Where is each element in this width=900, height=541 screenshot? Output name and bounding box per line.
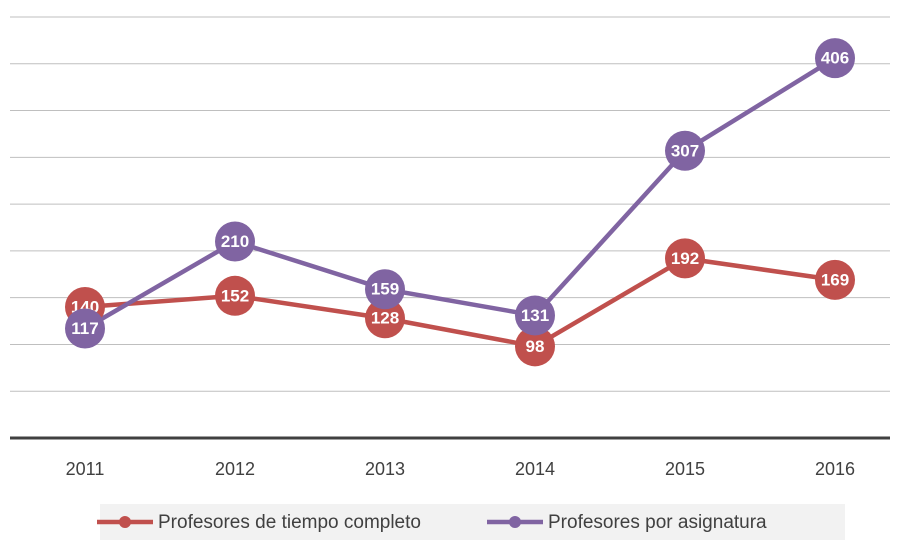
data-label: 406 <box>821 49 849 68</box>
x-tick-label: 2015 <box>665 459 705 479</box>
data-label: 152 <box>221 286 249 305</box>
data-label: 131 <box>521 306 549 325</box>
data-label: 117 <box>71 319 98 338</box>
marker <box>215 221 255 262</box>
data-label: 159 <box>371 280 399 299</box>
x-tick-label: 2013 <box>365 459 405 479</box>
legend-swatch <box>509 516 521 528</box>
legend-swatch <box>119 516 131 528</box>
x-tick-label: 2011 <box>66 459 105 479</box>
marker <box>515 295 555 336</box>
x-tick-label: 2016 <box>815 459 855 479</box>
data-label: 169 <box>821 270 849 289</box>
marker <box>365 269 405 310</box>
data-label: 307 <box>671 141 699 160</box>
marker <box>515 326 555 367</box>
series-line <box>83 56 837 331</box>
marker <box>815 259 855 300</box>
data-label: 192 <box>671 249 699 268</box>
legend-label: Profesores de tiempo completo <box>158 512 421 533</box>
legend-label: Profesores por asignatura <box>548 512 767 533</box>
x-tick-label: 2014 <box>515 459 555 479</box>
marker <box>365 298 405 339</box>
data-label: 98 <box>526 337 545 356</box>
marker <box>815 38 855 79</box>
series-line <box>84 256 836 349</box>
marker <box>65 308 105 349</box>
marker <box>215 275 255 316</box>
legend-box <box>100 504 845 540</box>
marker <box>665 130 705 171</box>
marker <box>665 238 705 279</box>
x-tick-label: 2012 <box>215 459 255 479</box>
data-label: 210 <box>221 232 249 251</box>
data-label: 128 <box>371 309 399 328</box>
